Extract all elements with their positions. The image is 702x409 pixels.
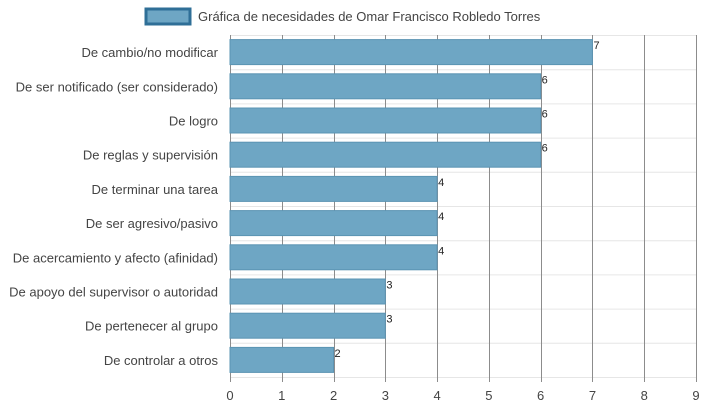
category-label: De terminar una tarea	[92, 182, 219, 197]
bar	[229, 244, 438, 271]
x-tick-label: 5	[485, 388, 492, 403]
bar	[229, 175, 438, 202]
x-tick-label: 6	[537, 388, 544, 403]
value-label: 6	[542, 109, 548, 121]
bar	[229, 312, 386, 339]
x-tick-label: 1	[278, 388, 285, 403]
value-label: 4	[438, 211, 444, 223]
value-label: 6	[542, 143, 548, 155]
bar	[229, 210, 438, 237]
value-label: 3	[386, 280, 392, 292]
value-label: 7	[593, 40, 599, 52]
value-label: 6	[542, 74, 548, 86]
x-tick-label: 3	[382, 388, 389, 403]
category-label: De reglas y supervisión	[83, 148, 218, 163]
x-axis: 0 1 2 3 4 5 6 7 8 9	[226, 388, 699, 403]
value-label: 3	[386, 314, 392, 326]
x-tick-label: 0	[226, 388, 233, 403]
category-label: De cambio/no modificar	[81, 45, 218, 60]
bar	[229, 346, 335, 373]
legend-swatch[interactable]	[144, 7, 192, 26]
category-label: De controlar a otros	[104, 353, 219, 368]
bar	[229, 73, 542, 100]
x-tick-label: 7	[589, 388, 596, 403]
category-label: De pertenecer al grupo	[85, 319, 218, 334]
x-tick-label: 9	[692, 388, 699, 403]
category-label: De ser agresivo/pasivo	[86, 216, 218, 231]
category-labels: De cambio/no modificar De ser notificado …	[9, 45, 219, 368]
bar	[229, 141, 542, 168]
x-tick-label: 4	[433, 388, 440, 403]
bar	[229, 107, 542, 134]
category-label: De ser notificado (ser considerado)	[16, 79, 218, 94]
legend-label[interactable]: Gráfica de necesidades de Omar Francisco…	[198, 9, 541, 24]
category-label: De logro	[169, 114, 218, 129]
bar	[229, 39, 593, 66]
bars	[229, 39, 593, 373]
category-label: De apoyo del supervisor o autoridad	[9, 285, 218, 300]
value-labels: 7 6 6 6 4 4 4 3 3 2	[335, 40, 600, 360]
category-label: De acercamiento y afecto (afinidad)	[13, 250, 218, 265]
bar	[229, 278, 386, 305]
x-tick-label: 2	[330, 388, 337, 403]
value-label: 4	[438, 177, 444, 189]
value-label: 2	[335, 348, 341, 360]
value-label: 4	[438, 245, 444, 257]
legend[interactable]: Gráfica de necesidades de Omar Francisco…	[144, 7, 541, 26]
x-tick-label: 8	[641, 388, 648, 403]
